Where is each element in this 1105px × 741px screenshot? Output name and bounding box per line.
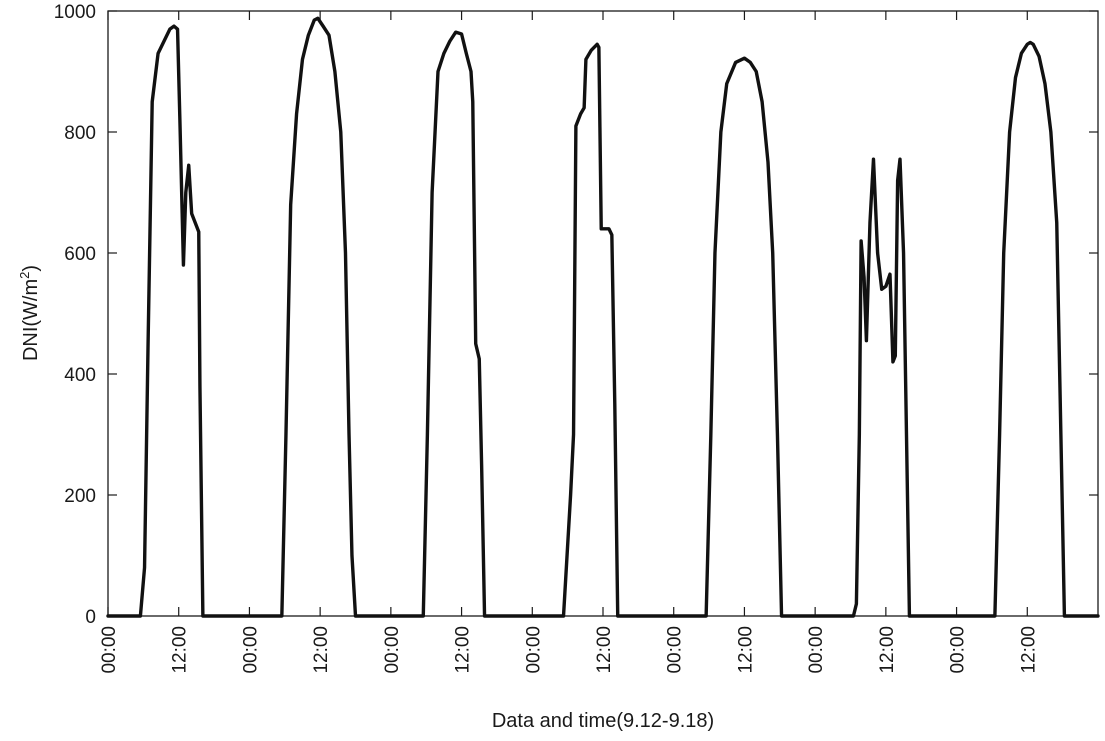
x-tick-label: 12:00 [735,626,756,674]
y-tick-label: 1000 [54,2,96,23]
x-tick-label: 00:00 [382,626,403,674]
x-tick-label: 12:00 [594,626,615,674]
y-tick-label: 800 [64,123,96,144]
x-tick-label: 12:00 [1018,626,1039,674]
x-tick-label: 00:00 [665,626,686,674]
x-tick-label: 12:00 [311,626,332,674]
dni-series-line [106,16,1100,618]
y-tick-label: 600 [64,244,96,265]
y-tick-label: 400 [64,365,96,386]
x-tick-label: 00:00 [806,626,827,674]
x-tick-label: 00:00 [99,626,120,674]
x-tick-label: 00:00 [948,626,969,674]
x-tick-label: 12:00 [170,626,191,674]
x-tick-label: 00:00 [523,626,544,674]
x-tick-label: 12:00 [453,626,474,674]
x-tick-label: 12:00 [877,626,898,674]
y-tick-label: 0 [85,607,96,628]
x-axis-title: Data and time(9.12-9.18) [492,710,714,732]
x-axis-ticks: 00:00 12:00 00:00 12:00 00:00 12:00 00:00 12:00… [99,11,1039,674]
plot-area-frame [107,10,1099,617]
x-tick-label: 00:00 [240,626,261,674]
y-axis-title: DNI(W/m2) [17,265,42,361]
y-axis-ticks: 0 200 400 600 800 1000 [54,2,1098,628]
y-tick-label: 200 [64,486,96,507]
